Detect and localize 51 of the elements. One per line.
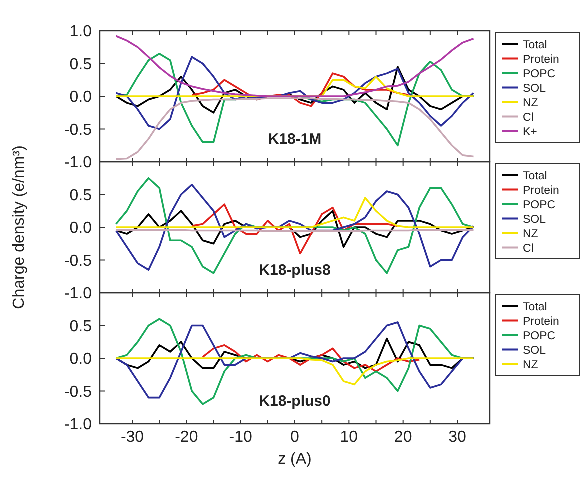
legend-label: POPC [523,199,556,212]
y-tick-label: -0.5 [64,252,92,270]
line-series [115,98,475,160]
legend-label: Total [523,39,548,52]
y-axis-title: Charge density (e/nm³) [11,146,28,310]
legend-label: Protein [523,184,560,197]
x-tick-label: 0 [290,429,300,446]
y-tick-label: 0.0 [70,89,92,106]
x-tick-label: -30 [120,429,144,446]
legend-label: SOL [523,82,547,95]
legend-label: NZ [523,228,538,240]
x-tick-label: 10 [340,429,358,446]
x-tick-label: -20 [175,429,198,446]
y-tick-label: -1.0 [64,416,92,434]
legend-label: NZ [523,359,538,372]
line-series [191,204,399,255]
legend-label: Total [523,301,548,314]
line-series [202,344,420,372]
y-tick-label: 0.0 [70,351,92,368]
legend-label: POPC [523,330,556,342]
annotation: K18-1M [268,131,322,148]
y-tick-label: 0.5 [70,318,92,336]
line-series [115,35,475,98]
y-tick-label: 0.5 [70,56,92,74]
y-tick-label: -0.5 [64,384,92,401]
line-series [115,197,475,228]
legend-label: Cl [523,242,534,255]
y-tick-label: 0.5 [70,187,92,204]
y-tick-label: 0.0 [70,220,92,238]
line-series [115,56,475,130]
annotation: K18-plus0 [259,393,331,410]
annotation: K18-plus8 [259,262,331,279]
legend-label: Protein [523,54,560,66]
y-tick-label: 1.0 [70,24,92,41]
legend-label: POPC [523,68,556,80]
legend-label: Cl [523,112,534,124]
legend-label: Protein [523,316,560,328]
y-tick-label: -1.0 [64,154,92,172]
y-tick-label: -1.0 [64,286,92,303]
legend-label: SOL [523,344,547,357]
legend-label: K+ [523,126,538,138]
legend-label: Total [523,170,548,182]
x-axis-title: z (A) [278,451,312,468]
x-tick-label: 30 [448,429,466,446]
x-tick-label: 20 [394,429,412,446]
line-series [191,72,410,108]
line-series [115,358,475,386]
legend-label: SOL [523,214,547,226]
y-tick-label: -0.5 [64,122,92,139]
legend-label: NZ [523,97,538,110]
x-tick-label: -10 [229,429,252,446]
